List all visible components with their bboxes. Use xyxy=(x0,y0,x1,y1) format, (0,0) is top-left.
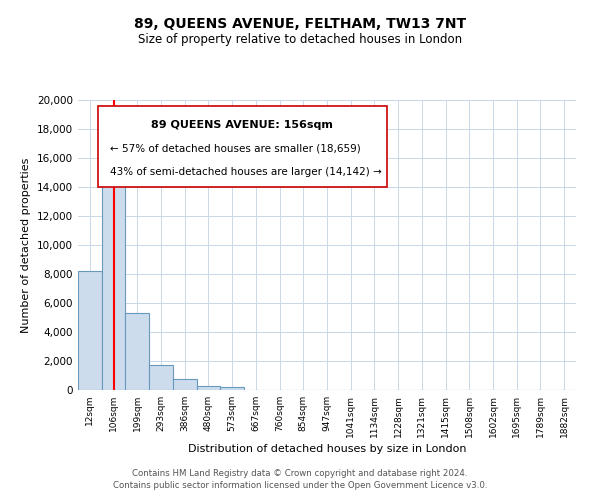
Text: 43% of semi-detached houses are larger (14,142) →: 43% of semi-detached houses are larger (… xyxy=(110,166,382,176)
Bar xyxy=(102,150,125,390)
Bar xyxy=(197,386,220,390)
Text: Contains HM Land Registry data © Crown copyright and database right 2024.: Contains HM Land Registry data © Crown c… xyxy=(132,468,468,477)
Y-axis label: Number of detached properties: Number of detached properties xyxy=(22,158,31,332)
Text: ← 57% of detached houses are smaller (18,659): ← 57% of detached houses are smaller (18… xyxy=(110,144,361,154)
Bar xyxy=(149,364,173,390)
Bar xyxy=(125,313,149,390)
Bar xyxy=(220,387,244,390)
Text: 89, QUEENS AVENUE, FELTHAM, TW13 7NT: 89, QUEENS AVENUE, FELTHAM, TW13 7NT xyxy=(134,18,466,32)
FancyBboxPatch shape xyxy=(98,106,387,187)
X-axis label: Distribution of detached houses by size in London: Distribution of detached houses by size … xyxy=(188,444,466,454)
Text: Contains public sector information licensed under the Open Government Licence v3: Contains public sector information licen… xyxy=(113,481,487,490)
Bar xyxy=(78,271,102,390)
Bar xyxy=(173,379,197,390)
Text: Size of property relative to detached houses in London: Size of property relative to detached ho… xyxy=(138,32,462,46)
Text: 89 QUEENS AVENUE: 156sqm: 89 QUEENS AVENUE: 156sqm xyxy=(151,120,333,130)
